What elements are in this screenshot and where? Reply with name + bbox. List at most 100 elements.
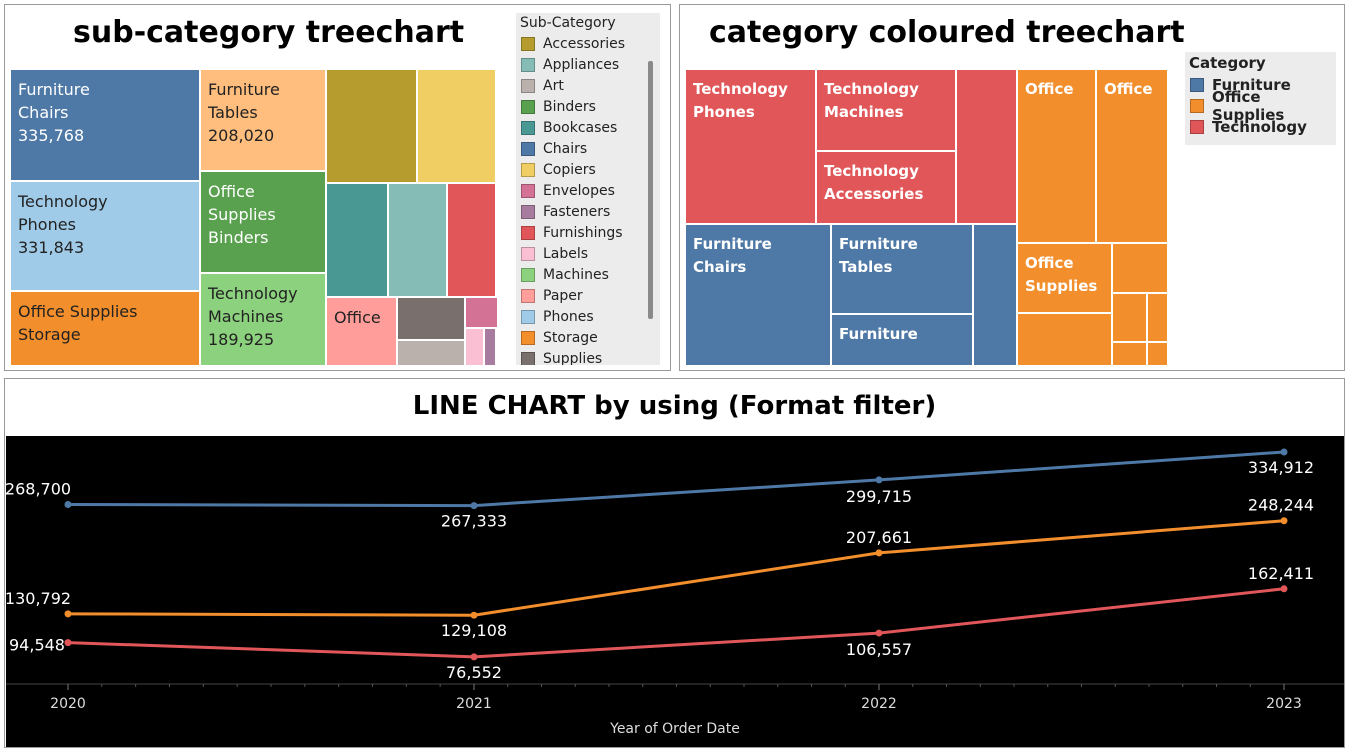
legend-item[interactable]: Storage [516,327,660,348]
category-cell[interactable]: Furniture [831,314,973,366]
subcategory-cell[interactable] [326,183,388,297]
legend-scrollbar[interactable] [648,61,653,319]
subcategory-cell[interactable]: Office [326,297,397,366]
legend-item[interactable]: Phones [516,306,660,327]
subcategory-cell[interactable]: Technology Machines 189,925 [200,273,326,366]
legend-label: Furniture [1212,75,1291,94]
x-tick-label: 2021 [456,696,492,712]
data-point[interactable] [64,610,72,618]
legend-item[interactable]: Fasteners [516,201,660,222]
data-point[interactable] [470,611,478,619]
subcategory-panel: sub-category treechart Furniture Chairs … [4,4,671,371]
subcategory-cell[interactable] [465,297,498,328]
legend-label: Bookcases [543,119,618,136]
category-cell[interactable] [1112,342,1147,366]
subcategory-title: sub-category treechart [73,15,465,50]
series-line[interactable] [67,450,1285,508]
data-point[interactable] [470,502,478,510]
legend-item[interactable]: Labels [516,243,660,264]
category-cell[interactable] [1168,69,1170,366]
legend-item[interactable]: Envelopes [516,180,660,201]
legend-item[interactable]: Bookcases [516,117,660,138]
category-cell[interactable]: Technology Machines [816,69,956,151]
legend-item[interactable]: Machines [516,264,660,285]
category-cell[interactable] [1112,293,1147,342]
subcategory-cell[interactable] [388,183,447,297]
legend-label: Furnishings [543,224,623,241]
data-point[interactable] [470,653,478,661]
subcategory-cell[interactable]: Office Supplies Storage [10,291,200,366]
legend-item[interactable]: Supplies [516,348,660,365]
category-cell[interactable]: Technology Accessories [816,151,956,224]
category-cell[interactable] [973,224,1017,366]
subcategory-cell[interactable]: Furniture Tables 208,020 [200,69,326,171]
legend-item[interactable]: Chairs [516,138,660,159]
x-tick-label: 2023 [1266,696,1302,712]
legend-label: Art [543,77,564,94]
legend-item[interactable]: Furniture [1185,74,1336,95]
legend-label: Chairs [543,140,588,157]
data-label: 267,333 [441,512,507,531]
category-cell-label: Office [1025,80,1074,98]
category-treemap[interactable]: Technology Phones Technology Machines Tech… [685,69,1170,366]
subcategory-cell[interactable]: Furniture Chairs 335,768 [10,69,200,181]
subcategory-cell-label: Office Supplies Storage [18,302,138,344]
x-tick-label: 2020 [50,696,86,712]
data-label: 129,108 [441,621,507,640]
category-cell[interactable] [1147,293,1168,342]
legend-item[interactable]: Office Supplies [1185,88,1336,124]
legend-item[interactable]: Accessories [516,33,660,54]
category-cell[interactable]: Office [1096,69,1168,243]
subcategory-cell[interactable] [447,183,496,297]
legend-label: Storage [543,329,598,346]
legend-swatch [521,246,535,261]
subcategory-cell[interactable] [397,340,465,366]
data-point[interactable] [875,549,883,557]
legend-item[interactable]: Paper [516,285,660,306]
category-cell-label: Furniture Chairs [693,235,772,276]
data-point[interactable] [1280,517,1288,525]
legend-item[interactable]: Copiers [516,159,660,180]
subcategory-cell[interactable] [484,328,496,366]
subcategory-cell[interactable] [326,69,417,183]
category-cell[interactable] [1017,313,1112,366]
category-cell[interactable]: Office Supplies [1017,243,1112,313]
category-cell[interactable] [1112,243,1168,293]
category-cell[interactable] [1147,342,1168,366]
subcategory-treemap[interactable]: Furniture Chairs 335,768 Technology Phone… [10,69,498,366]
data-point[interactable] [875,476,883,484]
legend-item[interactable]: Art [516,75,660,96]
legend-label: Labels [543,245,589,262]
x-tick-label: 2022 [861,696,897,712]
data-point[interactable] [64,501,72,509]
category-cell-label: Technology Phones [693,80,788,121]
subcategory-cell[interactable] [397,297,465,340]
category-cell[interactable] [956,69,1017,224]
legend-item[interactable]: Furnishings [516,222,660,243]
series-line[interactable] [67,587,1285,659]
data-point[interactable] [64,639,72,647]
subcategory-legend-title: Sub-Category [520,15,616,31]
data-label: 94,548 [9,636,65,655]
line-chart[interactable]: 2020 2021 2022 2023 Year of Order Date 268,70… [6,436,1344,747]
subcategory-cell[interactable]: Office Supplies Binders [200,171,326,273]
legend-swatch [521,57,535,72]
category-cell[interactable]: Furniture Tables [831,224,973,314]
subcategory-cell[interactable] [465,328,484,366]
legend-swatch [521,204,535,219]
subcategory-cell[interactable]: Technology Phones 331,843 [10,181,200,291]
data-point[interactable] [1280,448,1288,456]
legend-item[interactable]: Technology [1185,116,1336,137]
legend-item[interactable]: Binders [516,96,660,117]
category-cell[interactable]: Office [1017,69,1096,243]
subcategory-cell[interactable] [417,69,496,183]
series-line[interactable] [67,519,1285,617]
subcategory-cell-label: Office Supplies Binders [208,182,276,247]
legend-swatch [521,99,535,114]
data-point[interactable] [875,629,883,637]
data-point[interactable] [1280,585,1288,593]
category-cell-label: Office Supplies [1025,254,1098,295]
category-cell[interactable]: Furniture Chairs [685,224,831,366]
legend-item[interactable]: Appliances [516,54,660,75]
category-cell[interactable]: Technology Phones [685,69,816,224]
